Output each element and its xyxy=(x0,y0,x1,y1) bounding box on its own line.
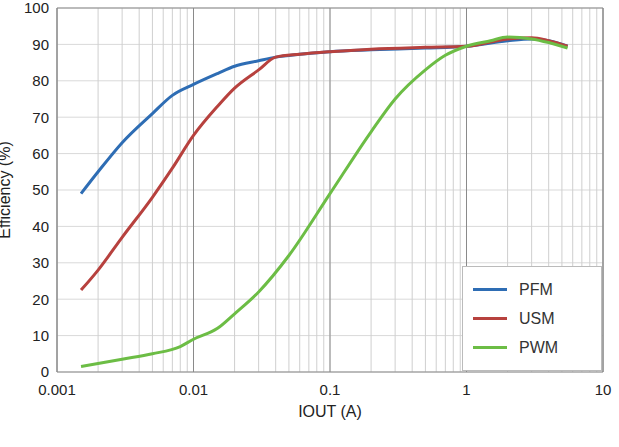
svg-text:0.1: 0.1 xyxy=(320,381,341,398)
svg-text:IOUT (A): IOUT (A) xyxy=(298,403,362,420)
svg-text:20: 20 xyxy=(32,291,49,308)
svg-text:50: 50 xyxy=(32,181,49,198)
svg-text:1: 1 xyxy=(462,381,470,398)
svg-text:0.01: 0.01 xyxy=(179,381,208,398)
html-text:PWM: PWM xyxy=(519,338,559,356)
svg-text:80: 80 xyxy=(32,72,49,89)
svg-text:90: 90 xyxy=(32,36,49,53)
svg-text:30: 30 xyxy=(32,254,49,271)
svg-text:100: 100 xyxy=(24,0,49,16)
svg-text:0: 0 xyxy=(41,363,49,380)
html-text:USM: USM xyxy=(519,309,555,327)
svg-text:10: 10 xyxy=(595,381,611,398)
svg-text:70: 70 xyxy=(32,109,49,126)
svg-text:60: 60 xyxy=(32,145,49,162)
svg-text:Efficiency (%): Efficiency (%) xyxy=(8,141,13,239)
html-text:PFM: PFM xyxy=(519,280,553,298)
svg-text:0.001: 0.001 xyxy=(38,381,76,398)
svg-text:40: 40 xyxy=(32,218,49,235)
svg-text:10: 10 xyxy=(32,327,49,344)
